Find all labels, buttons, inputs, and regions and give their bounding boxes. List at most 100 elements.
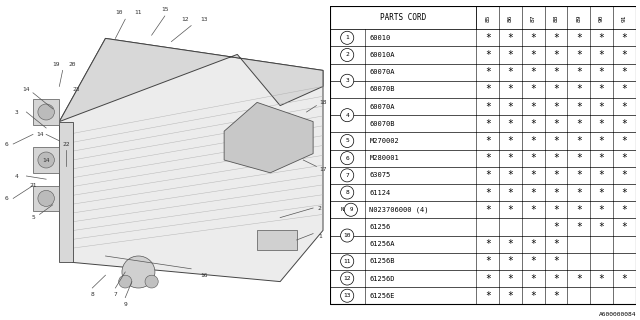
Text: *: * [485, 101, 491, 112]
Text: 61256D: 61256D [369, 276, 395, 282]
Text: 2: 2 [318, 205, 321, 211]
Bar [330, 64, 636, 81]
Text: 9: 9 [349, 207, 353, 212]
Text: 3: 3 [15, 109, 19, 115]
Text: 12: 12 [344, 276, 351, 281]
Text: *: * [485, 188, 491, 197]
Text: *: * [621, 101, 627, 112]
Text: 90: 90 [599, 14, 604, 21]
Text: *: * [598, 170, 604, 180]
Text: 85: 85 [485, 14, 490, 21]
Text: 9: 9 [124, 301, 127, 307]
Circle shape [340, 272, 354, 285]
Text: *: * [485, 205, 491, 215]
Bar [330, 46, 636, 64]
Text: *: * [508, 188, 513, 197]
Text: *: * [508, 84, 513, 94]
Text: *: * [531, 256, 536, 266]
Text: *: * [508, 153, 513, 163]
Text: *: * [576, 274, 582, 284]
Text: 61256: 61256 [369, 224, 390, 230]
Text: *: * [576, 50, 582, 60]
Text: 60070A: 60070A [369, 104, 395, 109]
Text: 13: 13 [200, 17, 208, 22]
Text: *: * [598, 84, 604, 94]
Text: 3: 3 [346, 78, 349, 83]
Bar [330, 270, 636, 287]
Text: *: * [553, 205, 559, 215]
Text: *: * [621, 67, 627, 77]
Text: *: * [621, 136, 627, 146]
Text: 12: 12 [181, 17, 188, 22]
Text: 1: 1 [346, 35, 349, 40]
Text: *: * [508, 67, 513, 77]
Text: *: * [531, 136, 536, 146]
Text: *: * [553, 101, 559, 112]
Bar [330, 81, 636, 98]
Polygon shape [224, 102, 313, 173]
Text: *: * [553, 136, 559, 146]
Text: *: * [621, 274, 627, 284]
Text: *: * [553, 33, 559, 43]
Text: *: * [621, 33, 627, 43]
Text: 1: 1 [318, 234, 321, 239]
Text: *: * [621, 119, 627, 129]
Bar [33, 186, 60, 211]
Text: *: * [531, 291, 536, 301]
Text: *: * [485, 50, 491, 60]
Circle shape [340, 255, 354, 268]
Text: 86: 86 [508, 14, 513, 21]
Text: *: * [598, 101, 604, 112]
Text: *: * [576, 67, 582, 77]
Text: *: * [531, 84, 536, 94]
Text: *: * [576, 33, 582, 43]
Text: 10: 10 [344, 233, 351, 238]
Bar [330, 167, 636, 184]
Text: 20: 20 [68, 61, 76, 67]
Circle shape [118, 275, 132, 288]
Text: 88: 88 [554, 14, 559, 21]
Text: 60070B: 60070B [369, 86, 395, 92]
Text: N023706000 (4): N023706000 (4) [369, 206, 429, 213]
Text: *: * [485, 84, 491, 94]
Text: *: * [598, 136, 604, 146]
Text: 60070B: 60070B [369, 121, 395, 127]
Text: 5: 5 [31, 215, 35, 220]
Text: 19: 19 [52, 61, 60, 67]
Text: *: * [598, 50, 604, 60]
Polygon shape [60, 122, 72, 262]
Text: *: * [621, 50, 627, 60]
Circle shape [340, 152, 354, 165]
Text: *: * [531, 188, 536, 197]
Text: *: * [576, 119, 582, 129]
Text: *: * [621, 222, 627, 232]
Bar [330, 201, 636, 218]
Text: *: * [485, 256, 491, 266]
Text: *: * [531, 274, 536, 284]
Circle shape [145, 275, 158, 288]
Text: 60070A: 60070A [369, 69, 395, 75]
Circle shape [340, 109, 354, 122]
Text: 11: 11 [344, 259, 351, 264]
Text: 14: 14 [22, 87, 30, 92]
Text: 22: 22 [62, 141, 70, 147]
Text: 21: 21 [29, 183, 36, 188]
Circle shape [340, 169, 354, 182]
Text: 60010: 60010 [369, 35, 390, 41]
Bar [330, 236, 636, 253]
Text: *: * [531, 153, 536, 163]
Text: 18: 18 [319, 100, 327, 105]
Text: 6: 6 [4, 196, 8, 201]
Text: *: * [553, 274, 559, 284]
Text: M280001: M280001 [369, 155, 399, 161]
Text: 63075: 63075 [369, 172, 390, 178]
Text: N: N [341, 207, 344, 212]
Text: 2: 2 [346, 52, 349, 58]
Text: M270002: M270002 [369, 138, 399, 144]
Text: *: * [576, 170, 582, 180]
Circle shape [38, 152, 54, 168]
Bar [330, 115, 636, 132]
Text: *: * [576, 188, 582, 197]
Text: *: * [553, 188, 559, 197]
Text: 60010A: 60010A [369, 52, 395, 58]
